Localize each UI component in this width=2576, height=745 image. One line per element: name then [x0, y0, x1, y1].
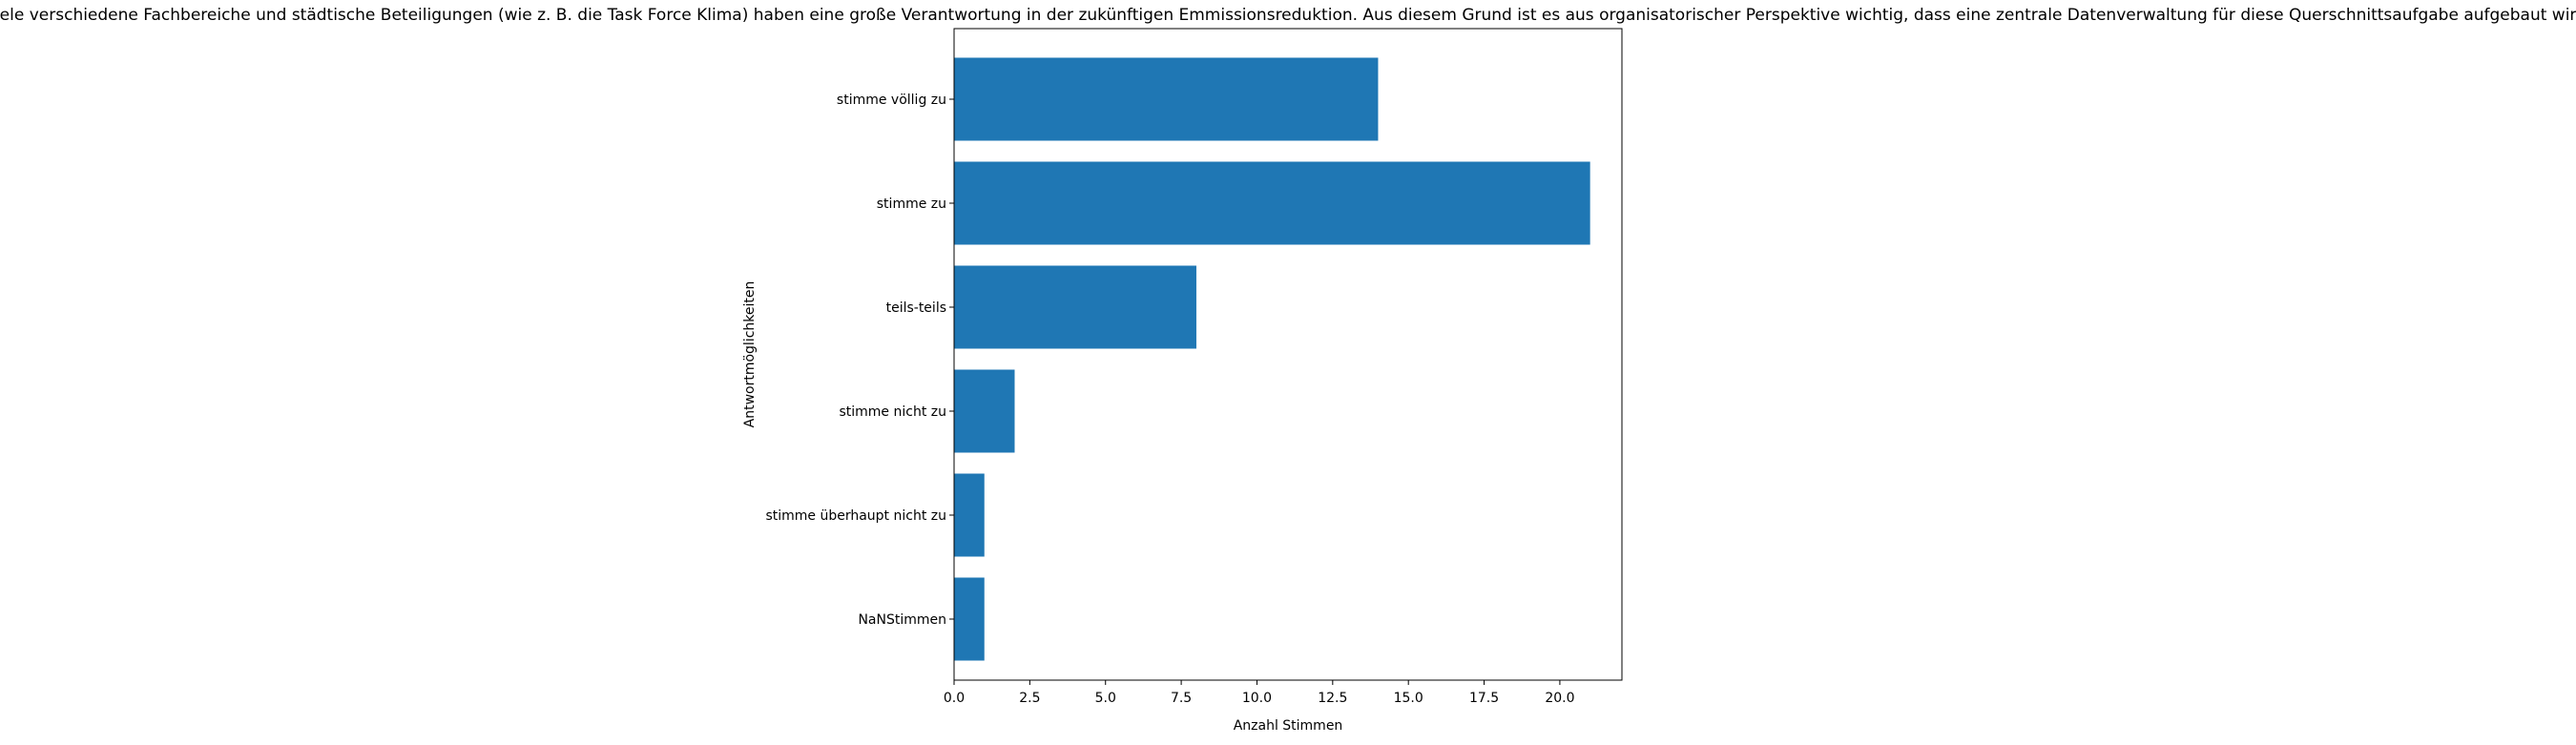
y-tick-label: teils-teils — [886, 300, 946, 316]
bar — [954, 369, 1015, 453]
y-tick-label: stimme nicht zu — [839, 404, 946, 420]
bar — [954, 161, 1590, 245]
y-tick-label: stimme völlig zu — [837, 93, 946, 108]
x-axis-label: Anzahl Stimmen — [1234, 718, 1343, 734]
y-axis-label: Antwortmöglichkeiten — [742, 281, 758, 428]
x-tick-label: 5.0 — [1095, 691, 1116, 706]
bar — [954, 577, 985, 661]
bars-layer — [954, 57, 1590, 661]
x-tick-label: 10.0 — [1242, 691, 1272, 706]
x-tick-label: 0.0 — [944, 691, 965, 706]
bar — [954, 473, 985, 557]
x-tick-label: 7.5 — [1171, 691, 1192, 706]
x-tick-label: 20.0 — [1545, 691, 1574, 706]
bar — [954, 57, 1379, 141]
y-tick-label: stimme überhaupt nicht zu — [765, 508, 946, 524]
bar — [954, 265, 1196, 349]
plot-frame — [953, 28, 1623, 681]
chart-title: Viele verschiedene Fachbereiche und städ… — [0, 6, 2576, 25]
x-tick-label: 15.0 — [1394, 691, 1423, 706]
y-tick-label: stimme zu — [877, 197, 946, 212]
y-tick-label: NaNStimmen — [858, 612, 946, 628]
x-tick-label: 2.5 — [1019, 691, 1040, 706]
x-tick-label: 12.5 — [1318, 691, 1347, 706]
x-tick-label: 17.5 — [1469, 691, 1499, 706]
y-axis-ticks: stimme völlig zu stimme zu teils-teils stim… — [765, 93, 954, 628]
x-axis-ticks: 0.0 2.5 5.0 7.5 10.0 12.5 15.0 17.5 20.0 — [944, 680, 1575, 706]
